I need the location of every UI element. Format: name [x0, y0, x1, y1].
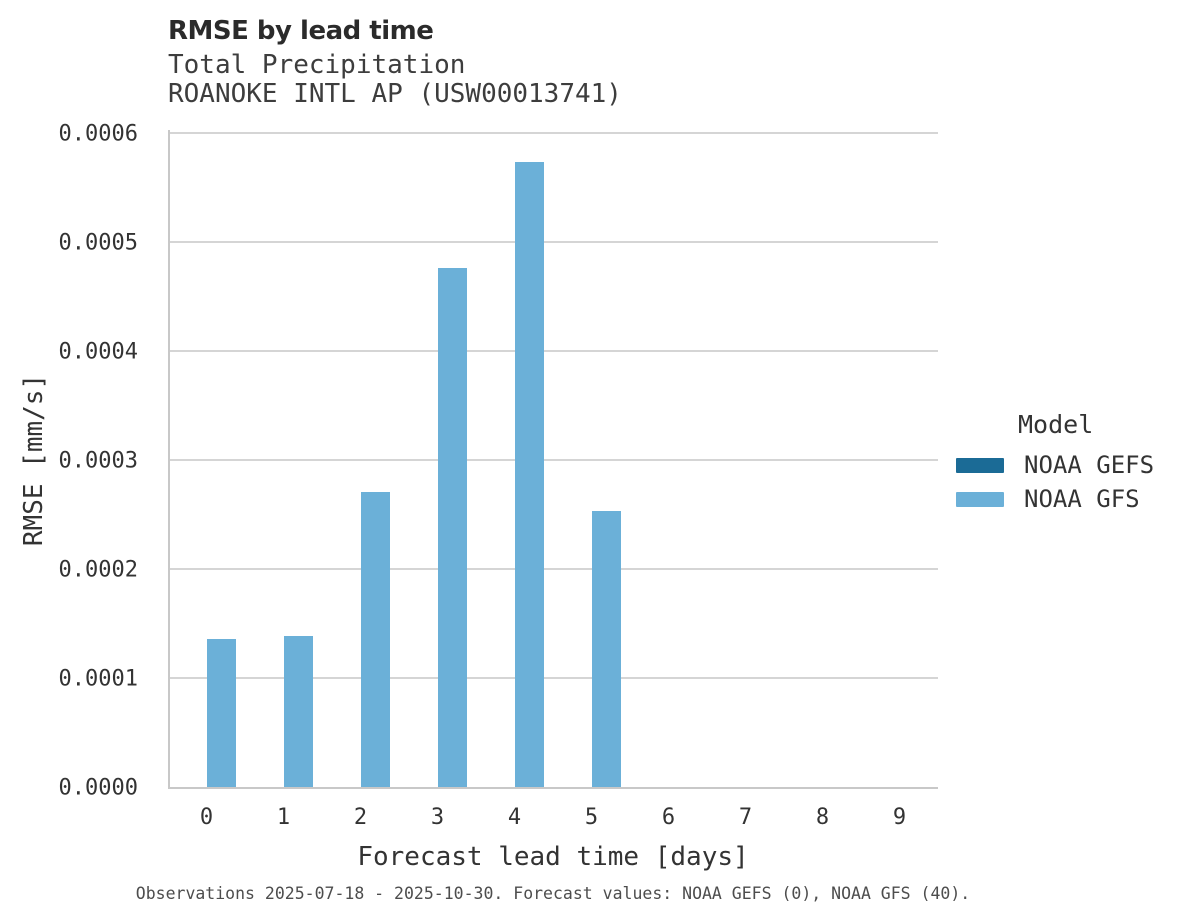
plot-area	[168, 130, 938, 789]
x-axis-line	[168, 787, 938, 789]
subtitle-station: ROANOKE INTL AP (USW00013741)	[168, 79, 622, 109]
bar-noaa-gfs-lead-4	[514, 162, 544, 787]
x-tick-label-5: 5	[584, 805, 599, 830]
y-tick-label: 0.0006	[58, 121, 138, 147]
legend-entry-noaa-gfs: NOAA GFS	[956, 482, 1178, 516]
x-tick-label-6: 6	[661, 805, 676, 830]
x-tick-label-4: 4	[507, 805, 522, 830]
bar-noaa-gfs-lead-5	[591, 511, 621, 787]
y-tick-label: 0.0005	[58, 230, 138, 256]
x-tick-label-9: 9	[892, 805, 907, 830]
bar-noaa-gfs-lead-0	[206, 638, 236, 787]
x-axis-title: Forecast lead time [days]	[357, 842, 749, 872]
chart-subtitle: Total Precipitation ROANOKE INTL AP (USW0…	[168, 51, 622, 109]
legend-swatch-icon	[956, 491, 1004, 507]
x-tick-label-3: 3	[430, 805, 445, 830]
y-axis-line	[168, 130, 170, 789]
x-tick-label-7: 7	[738, 805, 753, 830]
chart-title: RMSE by lead time	[168, 16, 434, 46]
x-tick-label-8: 8	[815, 805, 830, 830]
y-tick-label: 0.0002	[58, 557, 138, 583]
gridline-0.0003	[168, 459, 938, 461]
legend-entries: NOAA GEFS NOAA GFS	[956, 448, 1178, 516]
subtitle-variable: Total Precipitation	[168, 50, 466, 80]
legend-entry-noaa-gefs: NOAA GEFS	[956, 448, 1178, 482]
x-tick-label-2: 2	[353, 805, 368, 830]
legend-label: NOAA GFS	[1024, 485, 1140, 513]
y-axis-title: RMSE [mm/s]	[19, 373, 49, 547]
legend-title: Model	[1018, 410, 1094, 439]
legend-swatch-icon	[956, 457, 1004, 473]
gridline-0.0006	[168, 132, 938, 134]
y-tick-label: 0.0000	[58, 775, 138, 801]
bar-noaa-gfs-lead-3	[437, 268, 467, 787]
x-tick-label-0: 0	[199, 805, 214, 830]
gridline-0.0004	[168, 350, 938, 352]
legend: Model NOAA GEFS NOAA GFS	[956, 410, 1178, 516]
figure-caption: Observations 2025-07-18 - 2025-10-30. Fo…	[135, 884, 971, 903]
x-tick-label-1: 1	[276, 805, 291, 830]
y-tick-label: 0.0003	[58, 448, 138, 474]
y-tick-label: 0.0004	[58, 339, 138, 365]
legend-label: NOAA GEFS	[1024, 451, 1155, 479]
y-tick-label: 0.0001	[58, 666, 138, 692]
bar-noaa-gfs-lead-2	[360, 491, 390, 787]
gridline-0.0001	[168, 677, 938, 679]
gridline-0.0002	[168, 568, 938, 570]
gridline-0.0005	[168, 241, 938, 243]
bar-noaa-gfs-lead-1	[283, 635, 313, 787]
